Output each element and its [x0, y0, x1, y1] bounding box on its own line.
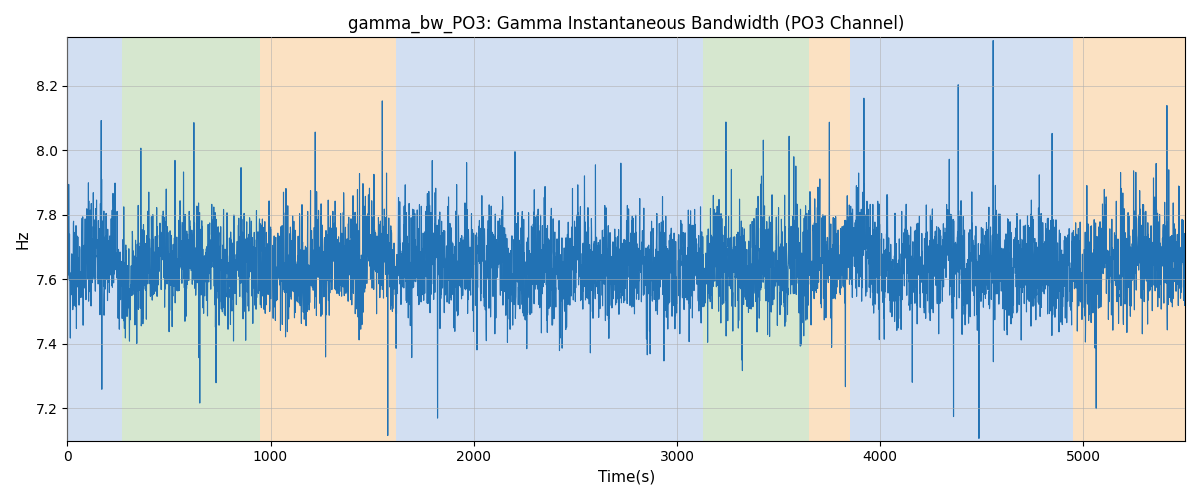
Bar: [1073, 38, 1184, 440]
Y-axis label: Hz: Hz: [16, 230, 30, 249]
Title: gamma_bw_PO3: Gamma Instantaneous Bandwidth (PO3 Channel): gamma_bw_PO3: Gamma Instantaneous Bandwi…: [348, 15, 905, 34]
X-axis label: Time(s): Time(s): [598, 470, 655, 485]
Bar: [260, 38, 396, 440]
Bar: [67, 38, 122, 440]
Bar: [396, 38, 694, 440]
Bar: [703, 38, 809, 440]
Bar: [809, 38, 850, 440]
Bar: [850, 38, 1073, 440]
Bar: [694, 38, 703, 440]
Bar: [122, 38, 260, 440]
